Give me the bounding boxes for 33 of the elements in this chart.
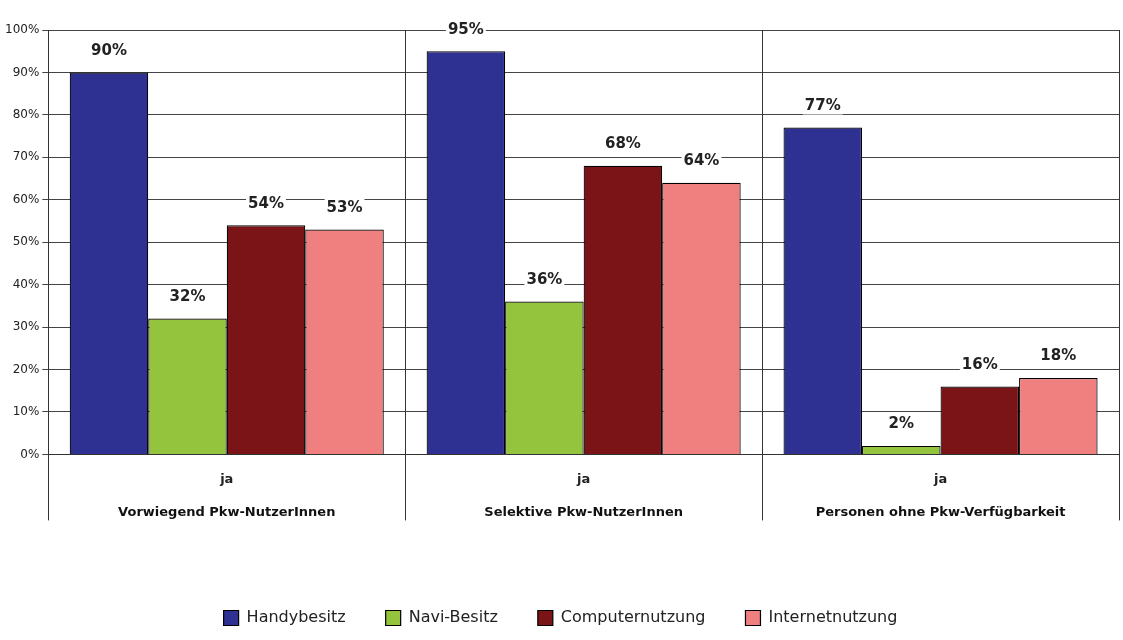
y-tick-label: 20%	[12, 361, 40, 376]
y-tick-label: 40%	[12, 276, 40, 291]
text: 90%	[91, 40, 127, 59]
text: 32%	[169, 286, 206, 305]
x-tick-label: Personen ohne Pkw-Verfügbarkeit	[815, 503, 1066, 519]
text: 36%	[526, 270, 563, 289]
y-tick-label: 70%	[12, 149, 40, 164]
text: ja	[932, 470, 948, 486]
y-tick-label: 80%	[12, 107, 40, 121]
y-tick-label: 0%	[20, 446, 40, 461]
text: 18%	[1040, 346, 1077, 365]
x-tick-label: Vorwiegend Pkw-NutzerInnen	[118, 503, 336, 519]
text: 54%	[248, 193, 284, 212]
y-tick-label: 50%	[12, 234, 40, 249]
text: ja	[219, 470, 234, 486]
text: 2%	[888, 414, 915, 433]
y-tick-label: 10%	[12, 404, 40, 419]
legend-label: Internetnutzung	[768, 607, 898, 627]
y-tick-label: 30%	[12, 319, 40, 334]
legend-label: Handybesitz	[246, 607, 346, 627]
y-tick-label: 100%	[4, 22, 40, 37]
text: 53%	[326, 197, 363, 216]
text: 77%	[804, 96, 841, 114]
text: 64%	[683, 151, 720, 170]
y-tick-label: 60%	[12, 191, 40, 206]
text: 68%	[604, 134, 641, 153]
x-tick-label: Selektive Pkw-NutzerInnen	[484, 503, 684, 519]
legend-label: Navi-Besitz	[408, 607, 498, 627]
y-tick-label: 90%	[12, 64, 40, 79]
text: 16%	[961, 354, 998, 373]
text: 95%	[447, 19, 484, 38]
text: ja	[576, 470, 591, 486]
legend-label: Computernutzung	[560, 607, 706, 627]
